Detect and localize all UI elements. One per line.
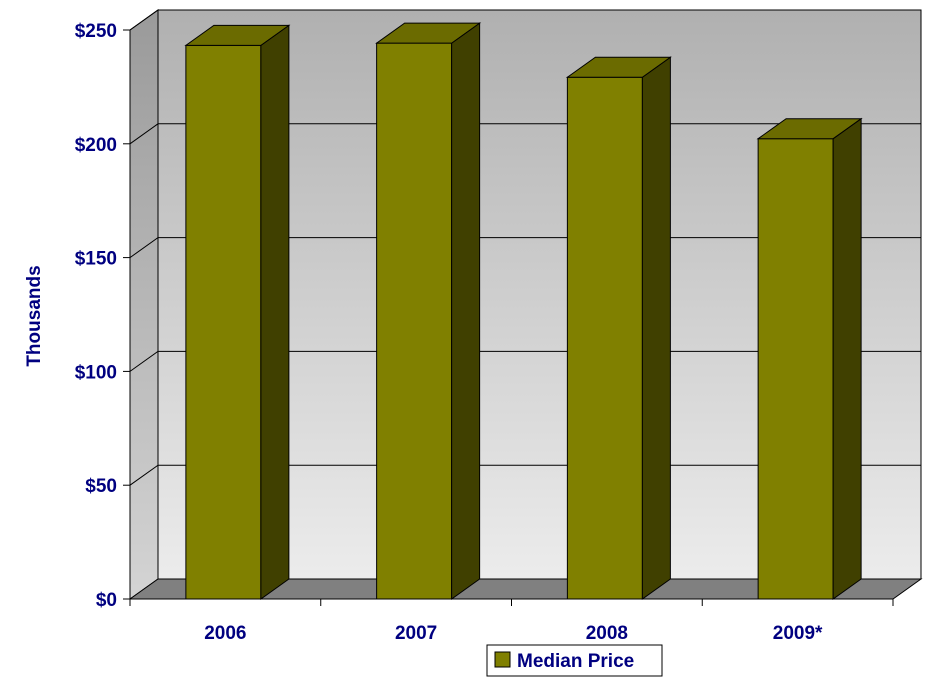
- legend-swatch: [494, 651, 511, 668]
- bar-front: [757, 138, 834, 600]
- x-tick-labels: 2006 2007 2008 2009*: [204, 623, 823, 644]
- bar-top: [375, 22, 482, 44]
- bar-front: [566, 76, 643, 600]
- x-tick-label: 2006: [204, 623, 246, 644]
- x-tick-label: 2008: [586, 623, 628, 644]
- x-tick-label: 2007: [395, 623, 437, 644]
- bars: [184, 22, 863, 600]
- bar: [184, 24, 291, 600]
- side-wall: [129, 9, 159, 600]
- bar: [375, 22, 482, 600]
- bar-top: [184, 24, 291, 46]
- bar-front: [185, 44, 262, 600]
- y-tick-label: $250: [75, 21, 117, 42]
- gridline: [129, 9, 921, 31]
- legend-label: Median Price: [517, 651, 634, 672]
- bar: [756, 117, 863, 600]
- bar-side: [832, 117, 862, 600]
- y-axis-title: Thousands: [24, 265, 45, 366]
- bar-top: [565, 56, 672, 78]
- y-tick-label: $100: [75, 362, 117, 383]
- y-tick-labels: $0 $50 $100 $150 $200 $250: [75, 21, 117, 611]
- x-tick-label: 2009*: [773, 623, 823, 644]
- bar-front: [376, 42, 453, 600]
- y-tick-label: $0: [96, 590, 117, 611]
- bar-top: [756, 118, 863, 140]
- bar-side: [641, 56, 671, 600]
- legend-box: [486, 644, 663, 677]
- legend: Median Price: [486, 644, 663, 677]
- y-tick-label: $50: [85, 476, 117, 497]
- bar-side: [260, 24, 290, 600]
- bar-side: [451, 22, 481, 600]
- y-tick-label: $200: [75, 135, 117, 156]
- y-tick-label: $150: [75, 249, 117, 270]
- bar: [565, 56, 672, 600]
